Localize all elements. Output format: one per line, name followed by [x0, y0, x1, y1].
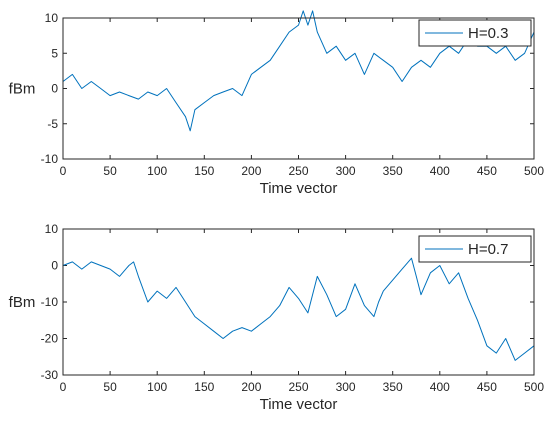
- x-tick-label-top: 400: [430, 164, 450, 178]
- x-tick-label-bottom: 200: [241, 380, 261, 394]
- chart-top: 0 50 100 150 200 250 300 350 400 450 5001050-5-10 …: [9, 10, 545, 197]
- x-tick-label-bottom: 500: [524, 380, 544, 394]
- plot-frame-bottom: [62, 228, 535, 376]
- x-tick-label-bottom: 150: [194, 380, 214, 394]
- y-tick-label-top: -10: [41, 152, 59, 166]
- legend-top: H=0.3: [418, 19, 532, 47]
- y-tick-label-top: 5: [51, 46, 58, 60]
- x-axis-label-bottom: Time vector: [260, 396, 338, 413]
- series-group-bottom: [62, 257, 535, 361]
- x-tick-label-top: 50: [103, 164, 117, 178]
- y-axis-label-top: fBm: [9, 81, 36, 98]
- x-tick-label-bottom: 50: [103, 380, 117, 394]
- y-tick-label-bottom: -30: [41, 368, 59, 382]
- x-tick-label-bottom: 350: [383, 380, 403, 394]
- x-tick-label-top: 200: [241, 164, 261, 178]
- y-tick-label-bottom: -20: [41, 332, 59, 346]
- x-tick-label-top: 150: [194, 164, 214, 178]
- x-axis-label-top: Time vector: [260, 180, 338, 197]
- x-tick-label-bottom: 400: [430, 380, 450, 394]
- y-tick-label-top: -5: [47, 117, 58, 131]
- x-tick-label-top: 350: [383, 164, 403, 178]
- tick-group-bottom: 0 50 100 150 200 250 300 350 400 450 500100-10-20-…: [41, 222, 545, 394]
- plot-frame-top: [62, 17, 535, 160]
- x-tick-label-bottom: 250: [288, 380, 308, 394]
- x-tick-label-top: 500: [524, 164, 544, 178]
- y-tick-label-bottom: 10: [45, 222, 59, 236]
- x-tick-label-bottom: 300: [336, 380, 356, 394]
- x-tick-label-bottom: 100: [147, 380, 167, 394]
- x-tick-label-bottom: 450: [477, 380, 497, 394]
- y-tick-label-top: 0: [51, 82, 58, 96]
- y-tick-label-bottom: 0: [51, 259, 58, 273]
- x-tick-label-top: 300: [336, 164, 356, 178]
- legend-label-top: H=0.3: [468, 25, 508, 42]
- y-tick-label-bottom: -10: [41, 295, 59, 309]
- legend-label-bottom: H=0.7: [468, 241, 508, 258]
- x-tick-label-top: 250: [288, 164, 308, 178]
- series-line-bottom: [62, 257, 535, 361]
- legend-bottom: H=0.7: [418, 235, 532, 263]
- y-tick-label-top: 10: [45, 11, 59, 25]
- x-tick-label-top: 0: [60, 164, 67, 178]
- x-tick-label-bottom: 0: [60, 380, 67, 394]
- chart-bottom: 0 50 100 150 200 250 300 350 400 450 500100-10-20-…: [9, 222, 545, 413]
- x-tick-label-top: 100: [147, 164, 167, 178]
- y-axis-label-bottom: fBm: [9, 294, 36, 311]
- x-tick-label-top: 450: [477, 164, 497, 178]
